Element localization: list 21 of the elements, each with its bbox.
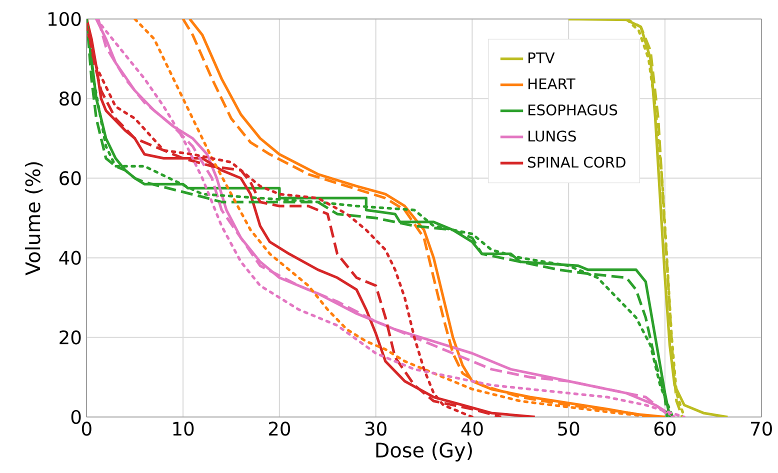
x-tick-label: 10 (173, 422, 194, 436)
legend-label: PTV (528, 52, 555, 64)
legend-label: HEART (528, 78, 576, 90)
y-tick-label: 40 (59, 250, 81, 265)
legend-label: ESOPHAGUS (528, 104, 618, 116)
x-axis-title: Dose (Gy) (376, 442, 472, 462)
y-tick-label: 100 (48, 12, 81, 26)
x-tick-label: 40 (461, 422, 483, 436)
y-axis-title: Volume (%) (24, 162, 43, 276)
x-tick-label: 20 (268, 422, 290, 436)
x-tick-label: 60 (654, 422, 676, 436)
x-tick-label: 0 (82, 422, 92, 436)
y-tick-label: 20 (60, 330, 81, 344)
legend-label: SPINAL CORD (528, 156, 626, 168)
x-tick-label: 30 (365, 422, 386, 436)
y-tick-label: 80 (60, 92, 81, 106)
x-tick-label: 50 (558, 422, 580, 436)
legend-label: LUNGS (528, 130, 576, 142)
y-tick-label: 60 (60, 171, 81, 186)
y-tick-label: 0 (71, 410, 81, 424)
x-tick-label: 70 (751, 422, 772, 436)
